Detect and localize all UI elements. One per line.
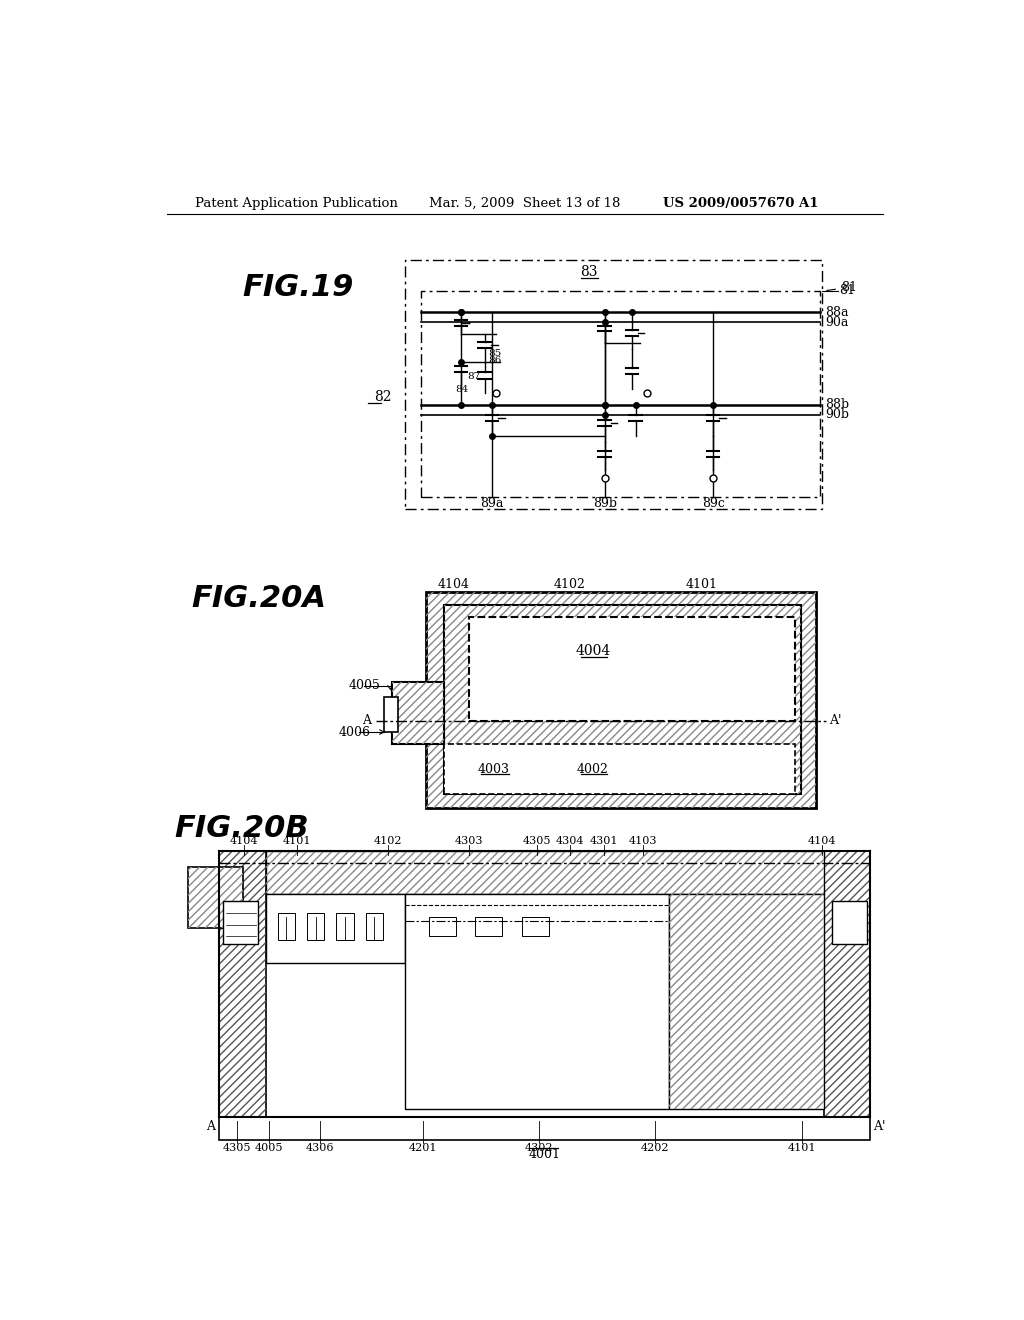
Text: 4104: 4104 <box>230 836 258 846</box>
Bar <box>219 1117 870 1140</box>
Text: 4104: 4104 <box>437 578 469 591</box>
Text: 4303: 4303 <box>455 836 483 846</box>
Bar <box>426 591 816 808</box>
Text: FIG.19: FIG.19 <box>243 273 354 302</box>
Bar <box>469 616 795 721</box>
Text: 4006: 4006 <box>339 726 371 739</box>
Text: 4001: 4001 <box>528 1147 560 1160</box>
Text: FIG.20A: FIG.20A <box>191 585 327 614</box>
Bar <box>669 894 824 1109</box>
Text: 4103: 4103 <box>629 836 657 846</box>
Text: Patent Application Publication: Patent Application Publication <box>196 197 398 210</box>
Text: 83: 83 <box>581 265 598 280</box>
Text: 4102: 4102 <box>374 836 401 846</box>
Text: 4202: 4202 <box>641 1143 670 1152</box>
Bar <box>831 902 866 944</box>
Bar <box>391 682 444 743</box>
Text: 87: 87 <box>467 372 480 380</box>
Text: 4104: 4104 <box>807 836 836 846</box>
Text: 4102: 4102 <box>554 578 586 591</box>
Bar <box>824 851 870 1117</box>
Bar <box>266 894 406 964</box>
Bar <box>429 917 456 936</box>
Bar <box>337 913 353 940</box>
Text: 4101: 4101 <box>283 836 311 846</box>
Text: 4201: 4201 <box>409 1143 437 1152</box>
Text: 82: 82 <box>375 391 392 404</box>
Text: 4301: 4301 <box>590 836 618 846</box>
Text: 4306: 4306 <box>306 1143 335 1152</box>
Text: 4004: 4004 <box>575 644 610 659</box>
Bar <box>278 913 295 940</box>
Text: US 2009/0057670 A1: US 2009/0057670 A1 <box>663 197 818 210</box>
Bar <box>824 851 870 1117</box>
Bar <box>475 917 503 936</box>
Text: 89c: 89c <box>701 496 725 510</box>
Text: A: A <box>206 1119 215 1133</box>
Text: FIG.20B: FIG.20B <box>174 814 309 842</box>
Text: 4304: 4304 <box>555 836 584 846</box>
Text: 4003: 4003 <box>478 763 510 776</box>
Text: 89a: 89a <box>480 496 504 510</box>
Text: 90a: 90a <box>825 315 849 329</box>
Text: A': A' <box>828 714 841 727</box>
Bar <box>406 260 821 508</box>
Text: 86: 86 <box>488 356 502 366</box>
Bar <box>669 894 824 1109</box>
Text: 4101: 4101 <box>685 578 718 591</box>
Bar <box>188 867 243 928</box>
Text: 4305: 4305 <box>222 1143 251 1152</box>
Bar <box>521 917 549 936</box>
Text: 81: 81 <box>840 284 855 297</box>
Bar <box>219 851 266 1117</box>
Text: 84: 84 <box>455 385 468 393</box>
Text: Mar. 5, 2009  Sheet 13 of 18: Mar. 5, 2009 Sheet 13 of 18 <box>429 197 621 210</box>
Text: 90b: 90b <box>825 408 850 421</box>
Bar <box>444 605 801 795</box>
Text: 4002: 4002 <box>578 763 609 776</box>
Text: A: A <box>362 714 372 727</box>
Text: 81: 81 <box>826 281 857 294</box>
Bar <box>188 867 243 928</box>
Bar <box>219 851 266 1117</box>
Bar <box>421 290 820 498</box>
Text: 85: 85 <box>488 348 502 358</box>
Bar <box>384 697 397 733</box>
Bar <box>444 743 795 793</box>
Bar <box>223 902 258 944</box>
Bar <box>444 605 801 795</box>
Text: 4005: 4005 <box>349 680 381 693</box>
Bar <box>391 682 444 743</box>
Bar <box>266 851 824 894</box>
Text: A': A' <box>873 1119 886 1133</box>
Text: 4101: 4101 <box>788 1143 816 1152</box>
Text: 89b: 89b <box>593 496 616 510</box>
Text: 4005: 4005 <box>255 1143 284 1152</box>
Text: 88b: 88b <box>825 399 850 412</box>
Bar <box>307 913 324 940</box>
Text: 88a: 88a <box>825 306 849 319</box>
Bar <box>266 851 824 894</box>
Bar <box>366 913 383 940</box>
Bar <box>406 894 669 1109</box>
Text: 4305: 4305 <box>523 836 552 846</box>
Text: 4302: 4302 <box>524 1143 553 1152</box>
Bar <box>426 591 816 808</box>
